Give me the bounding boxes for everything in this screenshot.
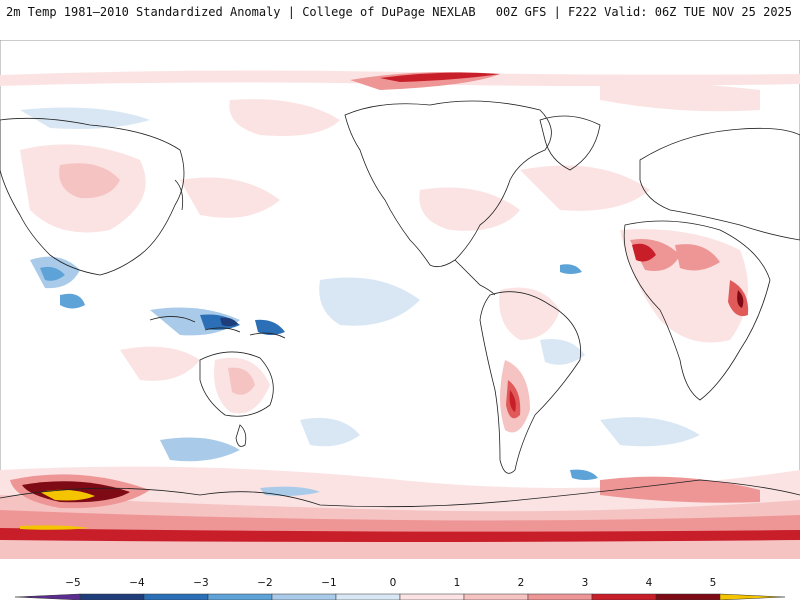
colorbar-tick-label: 5 [710,577,717,589]
colorbar-tick-label: 3 [582,577,589,589]
colorbar-tick-label: −3 [193,577,208,589]
colorbar-swatch [527,593,593,600]
map-title: 2m Temp 1981–2010 Standardized Anomaly |… [6,5,476,19]
colorbar-min-cap [14,593,81,600]
anomaly-map [0,40,800,559]
anomaly-fields [0,70,800,559]
colorbar-swatch [655,593,721,600]
colorbar-ticks: −5 −4 −3 −2 −1 0 1 2 3 4 5 [65,577,716,589]
colorbar-tick-label: −1 [321,577,336,589]
colorbar-tick-label: 4 [646,577,653,589]
run-info: 00Z GFS | F222 Valid: 06Z TUE NOV 25 202… [495,5,792,19]
colorbar-tick-label: 2 [518,577,525,589]
colorbar-swatch [399,593,465,600]
colorbar-tick-label: −4 [129,577,145,589]
colorbar-swatch [271,593,337,600]
colorbar-swatch [207,593,273,600]
colorbar-swatch [335,593,401,600]
colorbar-swatch [143,593,209,600]
colorbar: −5 −4 −3 −2 −1 0 1 2 3 4 5 [14,577,786,600]
colorbar-swatches [14,593,786,600]
colorbar-tick-label: 0 [390,577,397,589]
colorbar-swatch [79,593,145,600]
colorbar-tick-label: −2 [257,577,272,589]
colorbar-swatch [591,593,657,600]
colorbar-max-cap [719,593,786,600]
colorbar-swatch [463,593,529,600]
coastlines [0,100,800,508]
colorbar-tick-label: −5 [65,577,80,589]
colorbar-tick-label: 1 [454,577,461,589]
